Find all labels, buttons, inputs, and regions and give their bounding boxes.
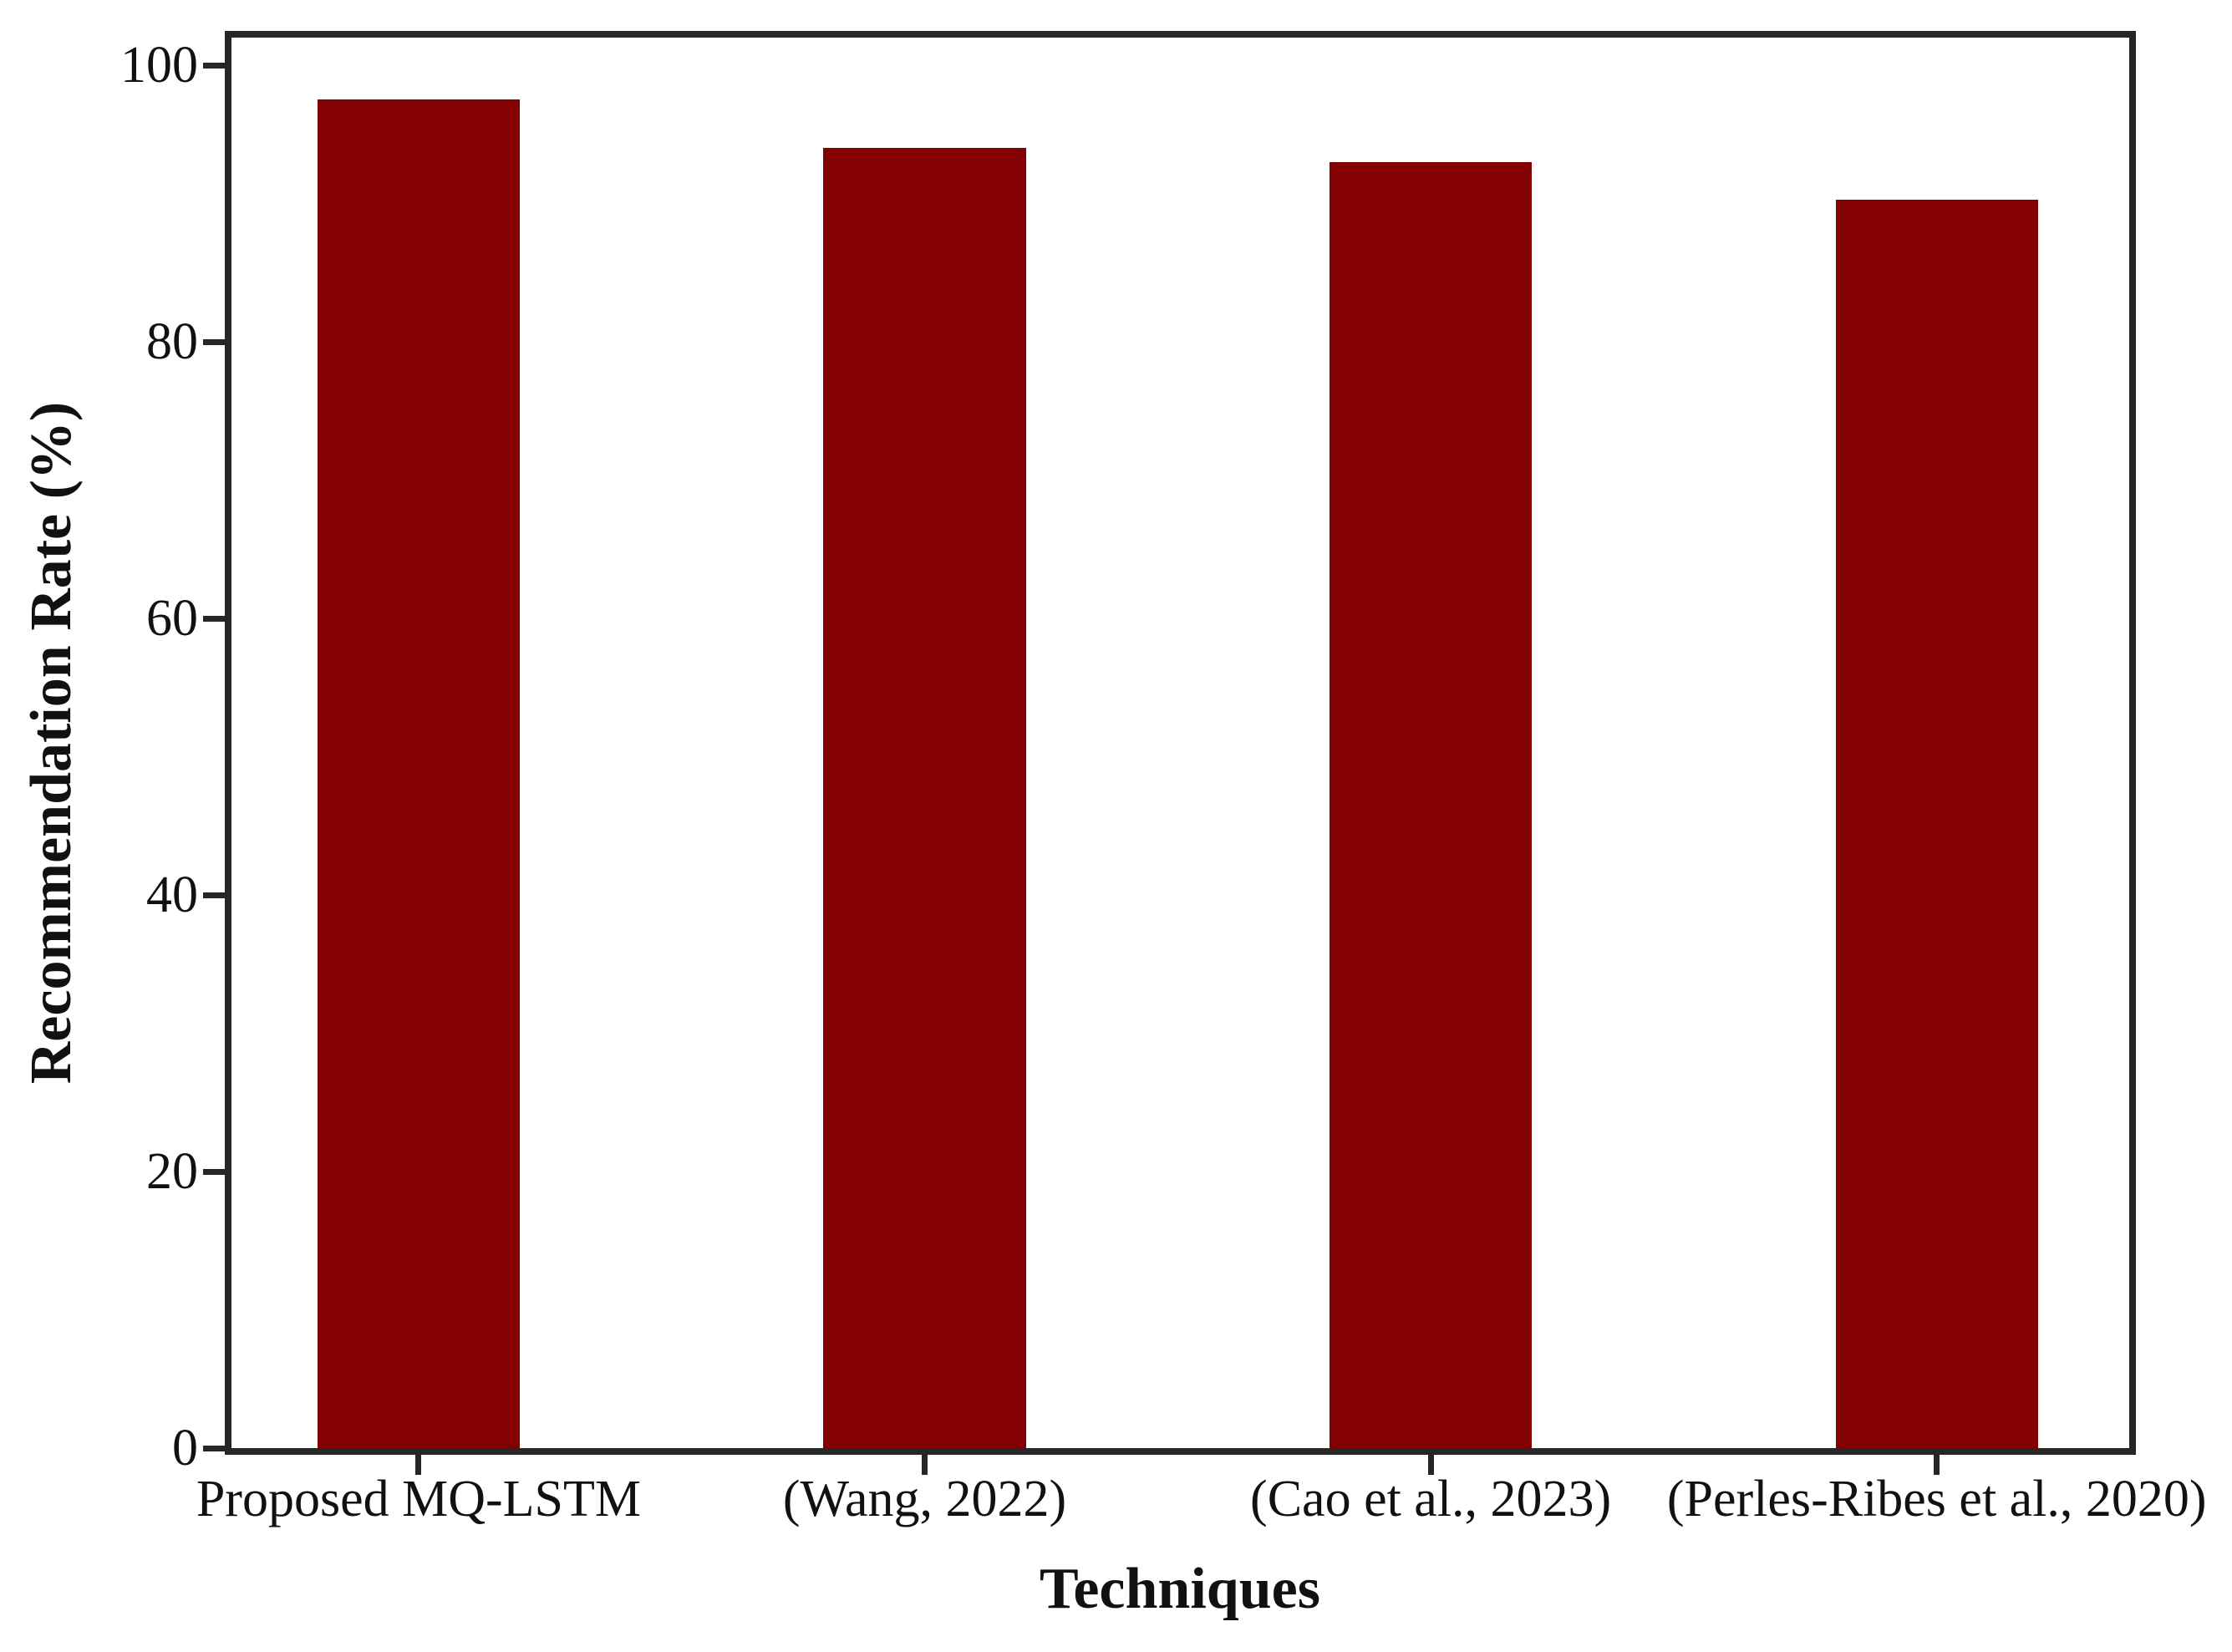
y-tick-mark-100 xyxy=(203,62,225,69)
plot-area xyxy=(225,31,2136,1455)
bar-cao-et-al-2023 xyxy=(1330,161,1533,1448)
y-tick-label-100: 100 xyxy=(120,37,198,94)
y-tick-label-60: 60 xyxy=(146,590,198,648)
y-axis-title: Recommendation Rate (%) xyxy=(19,401,84,1085)
x-tick-label-cao-et-al-2023: (Cao et al., 2023) xyxy=(1250,1471,1612,1527)
y-tick-mark-60 xyxy=(203,615,225,622)
y-tick-mark-0 xyxy=(203,1445,225,1451)
y-tick-label-20: 20 xyxy=(146,1143,198,1201)
y-tick-mark-40 xyxy=(203,892,225,898)
bar-wang-2022 xyxy=(823,148,1026,1448)
y-tick-mark-80 xyxy=(203,338,225,345)
x-tick-mark-wang-2022 xyxy=(922,1455,928,1475)
x-axis-title: Techniques xyxy=(1040,1557,1320,1621)
bar-proposed-mq-lstm xyxy=(317,99,520,1448)
x-tick-label-wang-2022: (Wang, 2022) xyxy=(782,1471,1067,1527)
y-tick-label-0: 0 xyxy=(172,1420,198,1477)
x-tick-mark-cao-et-al-2023 xyxy=(1427,1455,1434,1475)
y-tick-label-80: 80 xyxy=(146,313,198,371)
y-tick-label-40: 40 xyxy=(146,867,198,924)
x-tick-label-proposed-mq-lstm: Proposed MQ-LSTM xyxy=(196,1471,641,1527)
bar-perles-ribes-et-al-2020 xyxy=(1835,199,2038,1448)
x-tick-label-perles-ribes-et-al-2020: (Perles-Ribes et al., 2020) xyxy=(1666,1471,2207,1527)
x-tick-mark-proposed-mq-lstm xyxy=(415,1455,422,1475)
x-tick-mark-perles-ribes-et-al-2020 xyxy=(1934,1455,1940,1475)
y-tick-mark-20 xyxy=(203,1168,225,1175)
